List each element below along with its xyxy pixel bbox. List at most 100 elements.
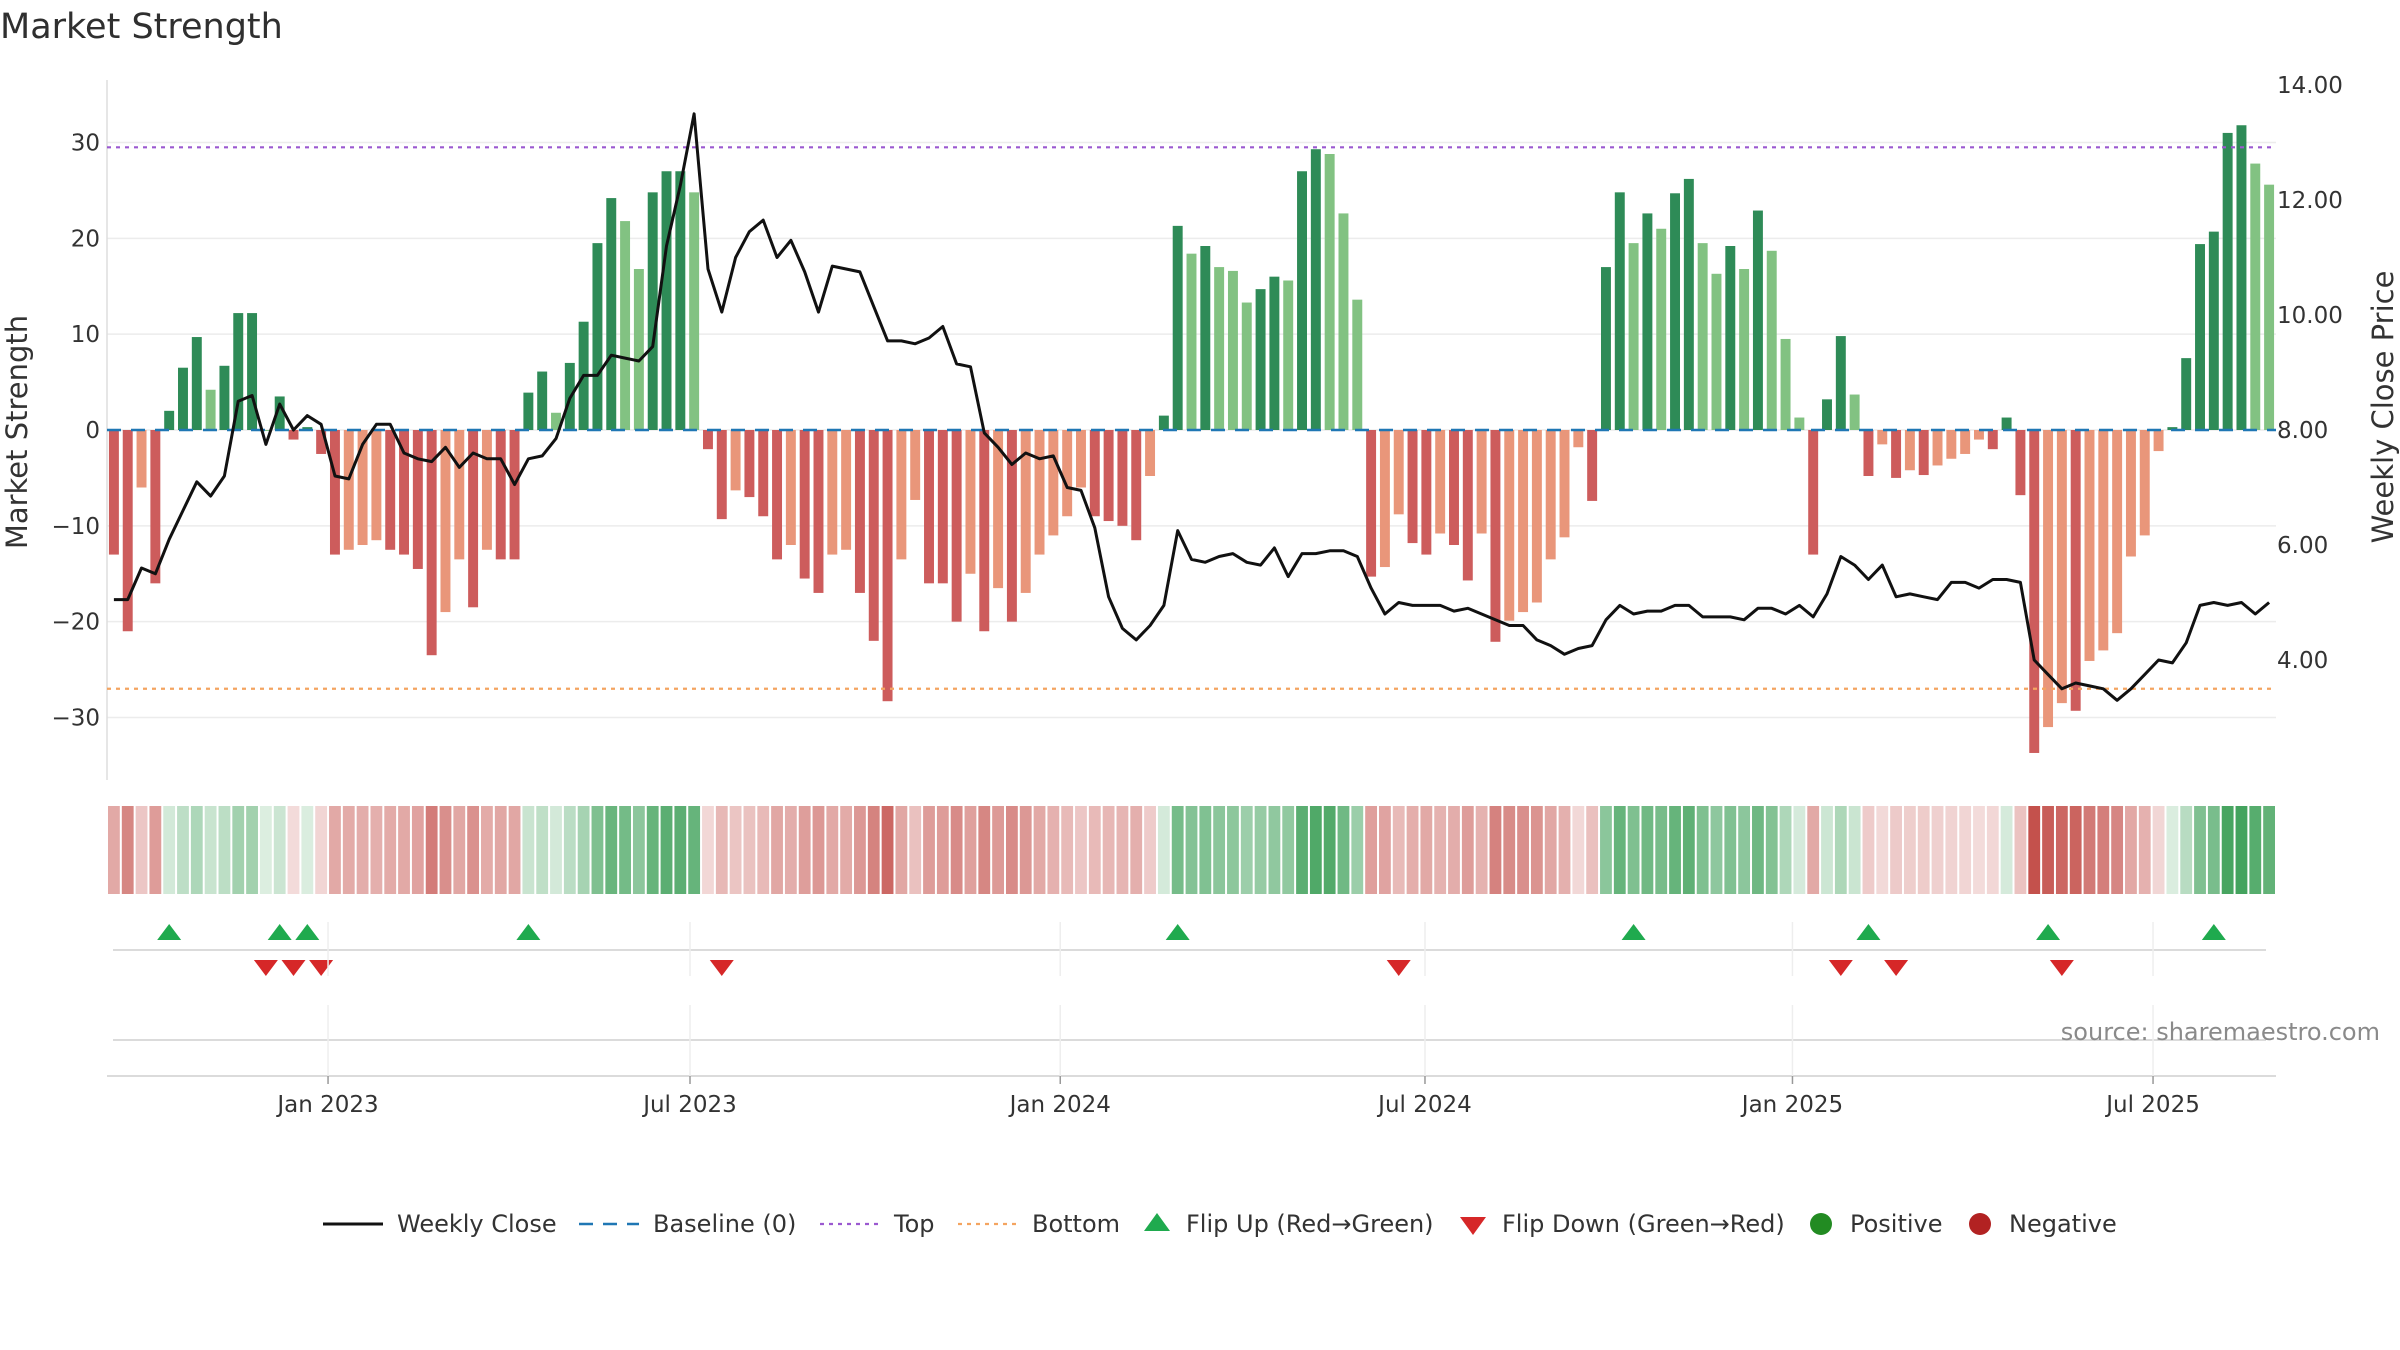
strength-bar: [1614, 192, 1625, 430]
strength-bar: [1600, 267, 1611, 430]
strength-bar: [1476, 430, 1487, 534]
heat-cell: [1365, 806, 1378, 894]
heat-cell: [1199, 806, 1212, 894]
strength-bar: [247, 313, 258, 430]
strength-bar: [1227, 270, 1238, 430]
chart-title: Market Strength: [0, 7, 283, 47]
strength-bar: [2098, 430, 2109, 651]
strength-bar: [1835, 336, 1846, 430]
threshold-lines: [107, 146, 2276, 690]
heat-cell: [439, 806, 452, 894]
strength-bar: [1849, 394, 1860, 430]
strength-bar: [854, 430, 865, 593]
heat-cell: [2042, 806, 2054, 894]
strength-bar: [2264, 184, 2275, 430]
strength-bar: [274, 396, 285, 430]
legend-label: Positive: [1850, 1210, 1943, 1238]
flip-up-marker: [267, 924, 292, 940]
heat-cell: [1890, 806, 1902, 894]
strength-bar: [924, 430, 934, 584]
strength-bar: [896, 430, 907, 560]
strength-bar: [1891, 430, 1902, 478]
strength-bar: [1670, 193, 1681, 430]
heat-cell: [121, 806, 134, 894]
heat-cell: [702, 806, 714, 894]
heat-cell: [177, 806, 189, 894]
heat-cell: [1337, 806, 1350, 894]
strength-bar: [772, 430, 783, 560]
strength-bar: [178, 367, 188, 430]
weekly-close-series: [113, 112, 2271, 702]
strength-bar: [2195, 244, 2205, 430]
strength-bar: [260, 430, 271, 431]
heat-cell: [1448, 806, 1460, 894]
heat-cell: [729, 806, 742, 894]
right-tick-label: 10.00: [2277, 303, 2343, 329]
heat-cell: [1116, 806, 1129, 894]
heat-cell: [246, 806, 258, 894]
strength-bar: [1352, 299, 1363, 430]
heat-cell: [1296, 806, 1308, 894]
strength-bar: [689, 192, 700, 430]
strength-bar: [1338, 213, 1349, 430]
strength-bar: [1863, 430, 1874, 476]
strength-bar: [1559, 430, 1570, 538]
heat-cell: [1945, 806, 1958, 894]
strength-bar: [233, 313, 244, 430]
legend-label: Flip Up (Red→Green): [1186, 1210, 1434, 1238]
strength-bar: [1587, 430, 1598, 501]
heat-cell: [1351, 806, 1364, 894]
strength-bar: [1683, 178, 1694, 430]
strength-bars: [108, 125, 2275, 753]
strength-bar: [2043, 430, 2054, 728]
heat-cell: [1157, 806, 1170, 894]
heat-cell: [1185, 806, 1198, 894]
heat-cell: [632, 806, 645, 894]
strength-bar: [606, 198, 617, 430]
heat-cell: [591, 806, 604, 894]
left-tick-label: 0: [85, 418, 100, 444]
heat-cell: [1600, 806, 1612, 894]
heat-cell: [1572, 806, 1585, 894]
x-tick-label: Jul 2023: [641, 1092, 737, 1118]
heat-cell: [1738, 806, 1751, 894]
heat-cell: [1213, 806, 1226, 894]
flip-up-marker: [157, 924, 182, 940]
right-axis-title: Weekly Close Price: [2366, 271, 2400, 544]
strength-bar: [2056, 430, 2067, 704]
heat-cell: [1268, 806, 1281, 894]
strength-bar: [412, 430, 423, 569]
heat-cell: [577, 806, 590, 894]
legend-label: Weekly Close: [397, 1210, 557, 1238]
strength-bar: [799, 430, 810, 579]
heat-cell: [1627, 806, 1640, 894]
strength-bar: [1656, 228, 1667, 430]
heat-cell: [411, 806, 424, 894]
strength-bar: [1435, 430, 1446, 534]
right-axis-ticks: 14.00 12.00 10.00 8.00 6.00 4.00: [2277, 73, 2343, 674]
strength-bar: [1020, 430, 1031, 593]
strength-bar: [1186, 253, 1197, 430]
heat-cell: [2235, 806, 2248, 894]
heat-cell: [1834, 806, 1847, 894]
strength-bar: [426, 430, 437, 656]
flip-up-marker: [1856, 924, 1881, 940]
heat-cell: [1461, 806, 1474, 894]
heat-cell: [232, 806, 245, 894]
right-tick-label: 14.00: [2277, 73, 2343, 99]
strength-bar: [965, 430, 976, 574]
heat-cell: [108, 806, 120, 894]
heat-cell: [1171, 806, 1184, 894]
heat-cell: [2028, 806, 2041, 894]
heat-cell: [2263, 806, 2275, 894]
strength-bar: [730, 430, 741, 491]
heat-cell: [522, 806, 535, 894]
heat-cell: [163, 806, 176, 894]
left-tick-label: −10: [51, 514, 100, 540]
heat-cell: [1724, 806, 1737, 894]
heat-cell: [550, 806, 562, 894]
heat-cell: [329, 806, 341, 894]
strength-bar: [675, 171, 686, 430]
heat-cell: [149, 806, 162, 894]
strength-bar: [108, 430, 119, 555]
